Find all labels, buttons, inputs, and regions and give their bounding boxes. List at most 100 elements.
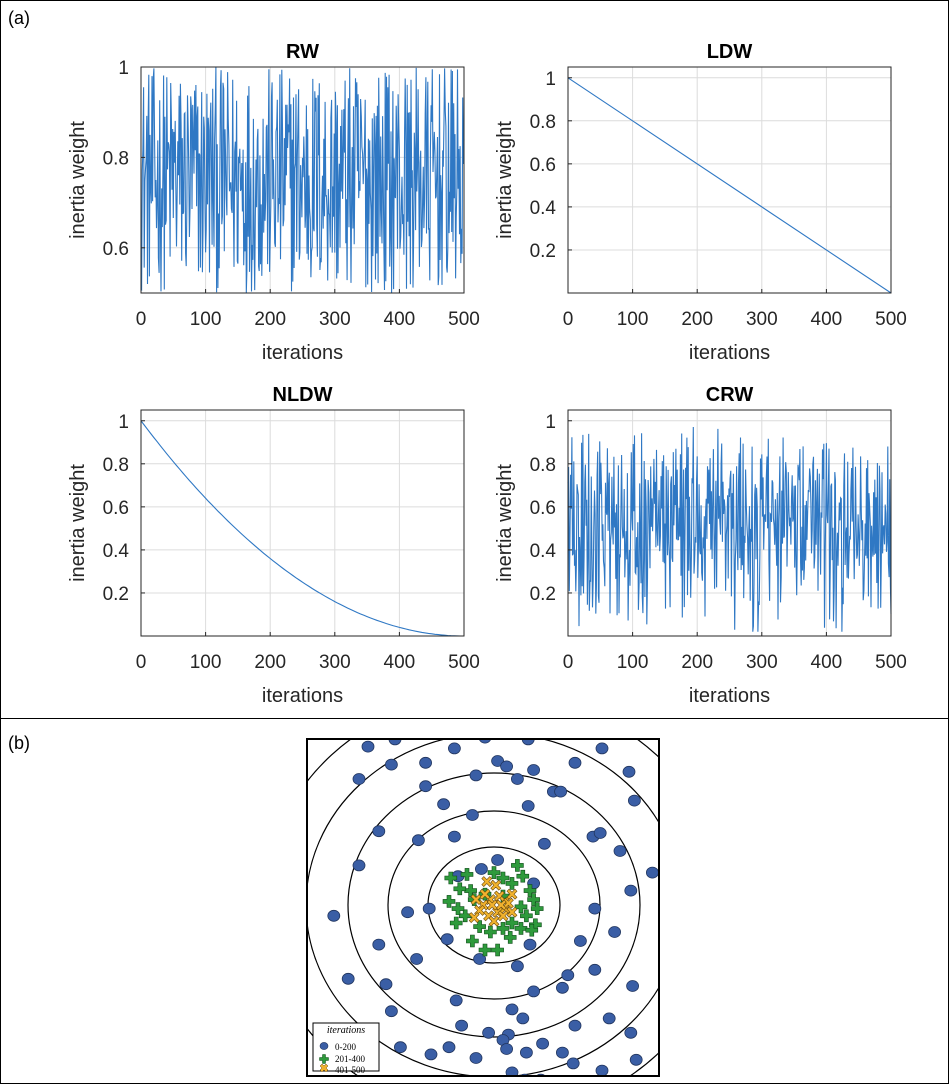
particle-early [595,1064,609,1076]
particle-mid [514,900,528,914]
particle-early [574,935,587,947]
particle-early [419,756,433,769]
axes-box [567,66,892,294]
particle-mid [491,943,504,957]
particle-early [384,758,398,771]
y-axis-label: inertia weight [494,464,516,582]
particle-early [401,906,415,919]
particle-early [520,1046,533,1059]
x-tick-label: 400 [811,652,843,673]
particle-early [536,1037,549,1050]
x-tick-label: 100 [190,652,222,673]
x-tick-label: 300 [319,652,351,673]
x-tick-label: 0 [563,652,574,673]
plot-area [568,67,891,293]
particle-early [465,809,479,821]
x-tick-label: 200 [254,309,286,330]
particle-early [527,985,540,998]
particle-late [490,879,502,891]
particle-early [554,785,567,798]
particle-early [608,926,621,938]
particle-early [500,760,514,773]
x-tick-label: 500 [875,309,907,330]
particle-early [469,769,483,782]
particle-early [556,981,569,994]
particle-mid [505,877,519,890]
x-tick-label: 300 [746,309,778,330]
x-tick-label: 400 [811,309,843,330]
x-tick-label: 200 [254,652,286,673]
x-axis-label: iterations [262,342,343,364]
x-tick-label: 100 [617,652,649,673]
plot-inner [307,739,659,1076]
particle-early [478,739,492,744]
particle-late [497,910,509,922]
particle-early [352,859,366,872]
particle-early [473,953,487,965]
panel-a-plots: 0 100 200 300 400 5000.60.81RWiterationsinert… [67,41,907,707]
particle-mid [530,902,544,915]
particle-early [561,969,575,982]
particle-early [628,794,641,807]
particle-mid [453,882,467,896]
particle-early [626,980,639,992]
particle-late [479,888,491,900]
particle-early [568,1019,582,1032]
legend-marker-mid [319,1054,329,1064]
axes-box [140,409,465,637]
particle-early [352,773,366,785]
particle-early [511,773,524,785]
axes-box [567,409,892,637]
particle-early [622,765,636,778]
chart-title: RW [286,41,319,63]
x-tick-label: 0 [563,309,574,330]
particle-early [361,740,375,753]
particle-early [538,837,551,850]
y-tick-label: 0.8 [530,455,556,476]
x-tick-label: 200 [681,309,713,330]
series-line [140,66,465,294]
particle-early [500,1043,514,1055]
x-tick-label: 400 [384,309,416,330]
x-tick-label: 100 [190,309,222,330]
particle-mid [520,909,533,923]
y-tick-label: 1 [118,58,129,79]
particle-early [595,742,609,755]
particle-early [424,1048,438,1061]
particle-early [491,854,505,866]
particle-early [566,1057,580,1070]
particle-mid [442,895,456,908]
particle-early [447,742,461,755]
particle-early [422,902,436,915]
chart-title: LDW [707,41,753,63]
particle-mid [516,869,530,883]
chart-crw: 0 100 200 300 400 500 0.2 0.4 0.6 0.8 1 CRW iteratio… [494,384,907,707]
particle-early [505,1003,519,1016]
y-axis-label: inertia weight [494,121,516,239]
particle-early [410,953,424,965]
particle-early [393,1041,407,1054]
axes-box [140,66,465,294]
plot-area [141,410,464,636]
particle-mid [444,871,458,885]
particle-early [341,972,355,985]
particle-early [384,1005,398,1018]
particle-early [521,800,535,812]
particle-late [470,894,482,906]
particle-early [593,827,607,839]
particle-early [442,1041,456,1054]
particle-early [437,798,451,811]
chart-title: CRW [706,384,754,406]
x-tick-label: 100 [617,309,649,330]
panel-divider [0,718,949,719]
contour-ring [347,772,641,1038]
particle-late [506,888,518,900]
y-tick-label: 0.8 [530,112,556,133]
y-axis-label: inertia weight [67,464,89,582]
y-tick-label: 1 [118,412,129,433]
particle-early [469,1052,483,1064]
y-tick-label: 0.2 [530,584,556,605]
particle-mid [478,943,492,957]
y-tick-label: 0.4 [103,541,130,562]
